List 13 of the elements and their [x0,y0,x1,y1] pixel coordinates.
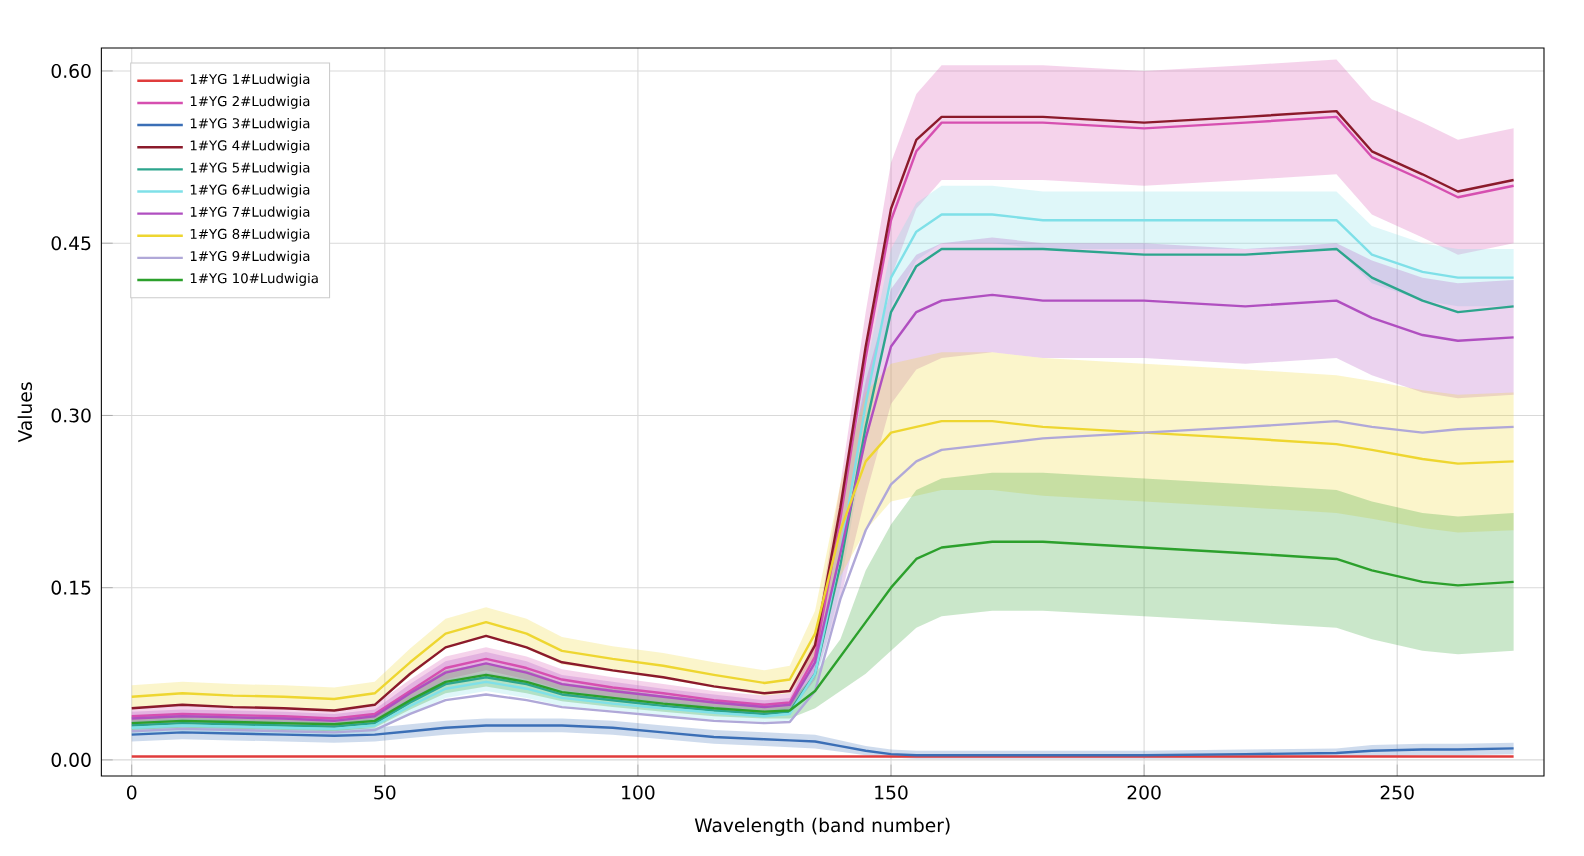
y-tick-label: 0.15 [51,580,91,595]
y-tick-label: 0.60 [51,63,91,78]
x-tick-label: 50 [374,785,396,800]
x-axis-title: Wavelength (band number) [694,817,950,836]
x-tick-label: 200 [1127,785,1161,800]
x-tick-label: 0 [127,785,137,800]
y-tick-label: 0.30 [51,408,91,423]
x-tick-label: 100 [622,785,655,800]
x-tick-label: 150 [875,785,908,800]
y-axis-title: Values [17,382,33,443]
y-tick-label: 0.45 [51,236,91,251]
x-tick-label: 250 [1380,785,1414,800]
y-tick-label: 0.00 [51,752,91,767]
